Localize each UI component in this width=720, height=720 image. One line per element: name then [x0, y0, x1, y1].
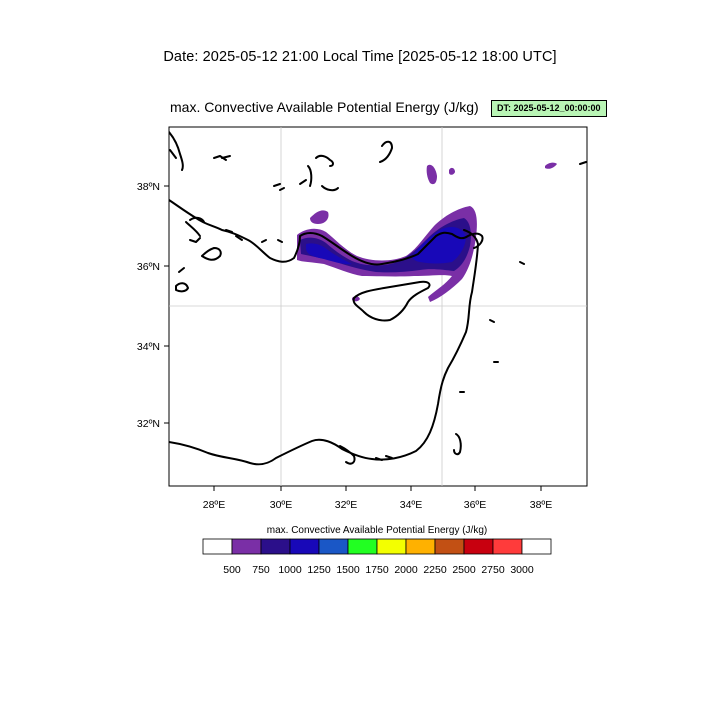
colorbar-swatch: [347, 538, 378, 555]
colorbar-label: 1500: [336, 564, 360, 576]
lon-tick-label: 38ºE: [530, 499, 553, 511]
lon-axis: 28ºE 30ºE 32ºE 34ºE 36ºE 38ºE: [203, 486, 553, 511]
colorbar-swatch: [202, 538, 233, 555]
lon-tick-label: 28ºE: [203, 499, 226, 511]
colorbar-swatch: [318, 538, 349, 555]
lat-axis: 38ºN 36ºN 34ºN 32ºN: [137, 181, 169, 430]
colorbar-label: 1000: [278, 564, 302, 576]
colorbar-label: 1750: [365, 564, 389, 576]
lon-tick-label: 30ºE: [270, 499, 293, 511]
cape-band-500: [297, 206, 477, 302]
lat-tick-label: 32ºN: [137, 418, 160, 430]
cape-contours: [297, 162, 557, 302]
colorbar-swatch: [231, 538, 262, 555]
colorbar-swatch: [521, 538, 552, 555]
colorbar-swatch: [376, 538, 407, 555]
map-frame: [168, 126, 588, 487]
colorbar-label: 2000: [394, 564, 418, 576]
colorbar-swatch: [463, 538, 494, 555]
colorbar-label: 2750: [481, 564, 505, 576]
cape-band-1000: [306, 243, 352, 265]
colorbar-swatch: [405, 538, 436, 555]
date-line: Date: 2025-05-12 21:00 Local Time [2025-…: [163, 49, 557, 65]
coastlines: [169, 131, 587, 466]
colorbar-swatch: [260, 538, 291, 555]
colorbar-label: 2250: [423, 564, 447, 576]
lon-tick-label: 32ºE: [335, 499, 358, 511]
lat-tick-label: 38ºN: [137, 181, 160, 193]
colorbar-label: 500: [223, 564, 241, 576]
map-title: max. Convective Available Potential Ener…: [170, 99, 479, 115]
colorbar-title: max. Convective Available Potential Ener…: [267, 525, 487, 536]
colorbar: [202, 538, 552, 555]
lat-tick-label: 34ºN: [137, 341, 160, 353]
dt-badge: DT: 2025-05-12_00:00:00: [491, 100, 607, 117]
colorbar-labels: 500 750 1000 1250 1500 1750 2000 2250 2500 2750 30…: [223, 564, 534, 576]
cyprus-coast: [352, 280, 431, 322]
colorbar-swatch: [492, 538, 523, 555]
lat-tick-label: 36ºN: [137, 261, 160, 273]
lon-tick-label: 36ºE: [464, 499, 487, 511]
colorbar-label: 750: [252, 564, 270, 576]
colorbar-label: 1250: [307, 564, 331, 576]
lon-tick-label: 34ºE: [400, 499, 423, 511]
colorbar-label: 3000: [510, 564, 534, 576]
colorbar-label: 2500: [452, 564, 476, 576]
colorbar-swatch: [434, 538, 465, 555]
colorbar-swatch: [289, 538, 320, 555]
